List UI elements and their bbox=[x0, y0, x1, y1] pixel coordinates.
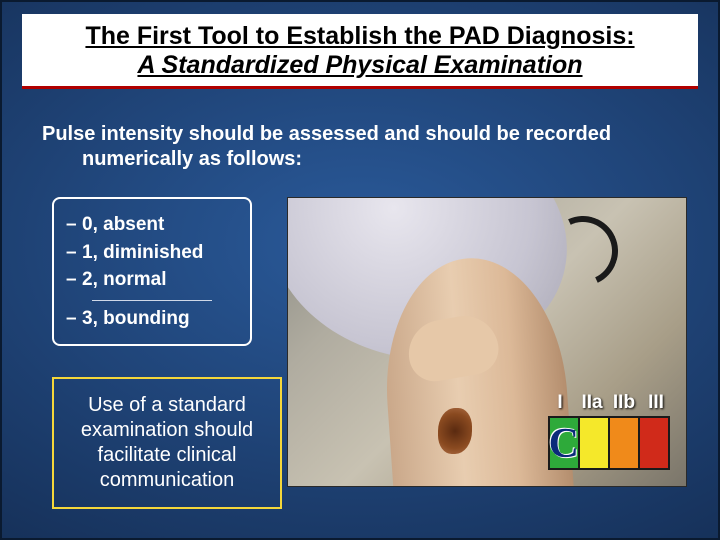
pulse-item: –2, normal bbox=[66, 266, 238, 294]
intro-text: Pulse intensity should be assessed and s… bbox=[42, 122, 678, 172]
grade-box-iib bbox=[610, 418, 638, 468]
callout-box: Use of a standard examination should fac… bbox=[52, 377, 282, 509]
evidence-grade-labels: I IIa IIb III bbox=[546, 392, 670, 414]
pulse-divider bbox=[92, 300, 212, 301]
pulse-item: –0, absent bbox=[66, 211, 238, 239]
grade-box-iia bbox=[580, 418, 608, 468]
pulse-item-label: 1, diminished bbox=[82, 242, 203, 263]
slide: The First Tool to Establish the PAD Diag… bbox=[0, 0, 720, 540]
pulse-item-label: 2, normal bbox=[82, 269, 166, 290]
intro-line1: Pulse intensity should be assessed and s… bbox=[42, 123, 611, 145]
pulse-scale-box: –0, absent –1, diminished –2, normal –3,… bbox=[52, 197, 252, 346]
photo-wound-shape bbox=[438, 408, 472, 454]
callout-line: communication bbox=[100, 469, 235, 491]
callout-text: Use of a standard examination should fac… bbox=[64, 393, 270, 493]
evidence-grade-letter: C bbox=[549, 420, 579, 468]
intro-line2: numerically as follows: bbox=[42, 147, 678, 172]
slide-title-line1: The First Tool to Establish the PAD Diag… bbox=[32, 22, 688, 51]
slide-title-line2: A Standardized Physical Examination bbox=[32, 51, 688, 80]
callout-line: Use of a standard bbox=[88, 394, 246, 416]
pulse-item-label: 0, absent bbox=[82, 214, 164, 235]
pulse-item: –3, bounding bbox=[66, 305, 238, 333]
pulse-item-label: 3, bounding bbox=[82, 308, 190, 329]
grade-label: IIb bbox=[610, 392, 638, 414]
grade-label: IIa bbox=[578, 392, 606, 414]
grade-box-iii bbox=[640, 418, 668, 468]
grade-label: I bbox=[546, 392, 574, 414]
slide-title-block: The First Tool to Establish the PAD Diag… bbox=[22, 14, 698, 89]
callout-line: facilitate clinical bbox=[98, 444, 237, 466]
callout-line: examination should bbox=[81, 419, 253, 441]
pulse-item: –1, diminished bbox=[66, 239, 238, 267]
grade-label: III bbox=[642, 392, 670, 414]
